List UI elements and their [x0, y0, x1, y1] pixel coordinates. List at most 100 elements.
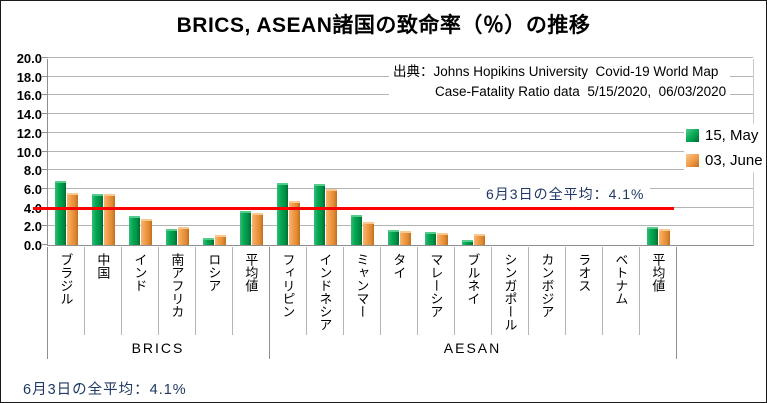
bar-南アフリカ-15, May: [166, 229, 177, 245]
bar-インド-15, May: [129, 216, 140, 245]
gridline: [48, 131, 753, 133]
gridline: [48, 187, 753, 189]
x-axis-category-text: 平均値: [243, 253, 259, 292]
x-axis-category-label: インドネシア: [306, 253, 343, 337]
x-axis-category-label: タイ: [380, 253, 417, 337]
category-separator: [454, 247, 455, 335]
x-axis-category-label: 平均値: [232, 253, 269, 337]
x-axis-category-text: 南アフリカ: [169, 253, 185, 318]
x-axis-category-label: ベトナム: [602, 253, 639, 337]
y-axis-tick-label: 20.0: [16, 51, 42, 66]
legend-item-june: 03, June: [686, 152, 763, 169]
y-axis-tick-label: 0.0: [23, 238, 42, 253]
bar-フィリピン-15, May: [277, 183, 288, 245]
bar-中国-15, May: [92, 194, 103, 245]
x-axis-category-label: ブルネイ: [454, 253, 491, 337]
y-axis-tick-label: 2.0: [23, 219, 42, 235]
legend: 15, May 03, June: [684, 124, 765, 172]
footnote: 6月3日の全平均：4.1%: [23, 382, 187, 398]
x-axis-category-label: ロシア: [195, 253, 232, 337]
x-axis-category-label: インド: [121, 253, 158, 337]
bar-中国-03, June: [104, 194, 115, 245]
x-axis: BRICS AESAN ブラジル 中国 インド 南アフリカ ロシア 平均値 フィリピン インド…: [47, 247, 754, 377]
bar-平均値-03, June: [252, 213, 263, 245]
bar-インドネシア-03, June: [326, 189, 337, 245]
x-axis-category-label: シンガポール: [491, 253, 528, 337]
x-axis-category-text: ブルネイ: [465, 253, 481, 305]
y-axis-tick: [42, 94, 48, 96]
group-label-aesan: AESAN: [443, 340, 502, 356]
gridline: [48, 225, 753, 227]
x-axis-category-text: ブラジル: [58, 253, 74, 305]
category-separator: [121, 247, 122, 335]
bar-ブラジル-03, June: [67, 193, 78, 245]
bar-マレーシア-15, May: [425, 232, 436, 245]
bar-インドネシア-15, May: [314, 184, 325, 245]
bar-南アフリカ-03, June: [178, 227, 189, 245]
y-axis-tick: [42, 169, 48, 171]
legend-item-may: 15, May: [686, 127, 763, 144]
legend-swatch-june: [686, 154, 699, 167]
x-axis-category-label: ミャンマー: [343, 253, 380, 337]
gridline: [48, 57, 753, 58]
x-axis-category-text: フィリピン: [280, 253, 296, 318]
y-axis-tick: [42, 150, 48, 152]
bar-平均値-15, May: [240, 211, 251, 245]
x-axis-category-label: マレーシア: [417, 253, 454, 337]
category-separator: [565, 247, 566, 335]
reference-line-label: 6月3日の全平均：4.1%: [480, 184, 651, 204]
category-separator: [528, 247, 529, 335]
bar-ミャンマー-03, June: [363, 222, 374, 245]
gridline: [48, 169, 753, 171]
legend-label-june: 03, June: [705, 152, 763, 169]
bar-平均値-15, May: [647, 227, 658, 245]
x-axis-category-text: マレーシア: [428, 253, 444, 318]
bar-平均値-03, June: [659, 229, 670, 245]
x-axis-category-label: 南アフリカ: [158, 253, 195, 337]
x-axis-category-label: 平均値: [639, 253, 676, 337]
gridline: [48, 150, 753, 152]
legend-label-may: 15, May: [705, 127, 759, 144]
gridline: [48, 113, 753, 115]
source-note: 出典：Johns Hopikins University Covid-19 Wo…: [389, 61, 731, 103]
x-axis-category-label: フィリピン: [269, 253, 306, 337]
y-axis-tick: [42, 225, 48, 227]
y-axis-tick: [42, 113, 48, 115]
category-separator: [417, 247, 418, 335]
y-axis: 0.0 2.0 4.0 6.0 8.0 10.0 12.0 14.0 16.0 18.0 20.0: [1, 51, 42, 253]
x-axis-category-text: ロシア: [206, 253, 222, 292]
legend-swatch-may: [686, 129, 699, 142]
x-axis-category-text: 平均値: [650, 253, 666, 292]
bar-インド-03, June: [141, 219, 152, 245]
x-axis-category-text: インド: [132, 253, 148, 292]
category-separator: [639, 247, 640, 335]
bar-ブルネイ-03, June: [474, 234, 485, 245]
y-axis-tick: [42, 57, 48, 58]
category-separator: [343, 247, 344, 335]
x-axis-category-text: シンガポール: [502, 253, 518, 331]
bar-ロシア-03, June: [215, 235, 226, 245]
group-separator: [269, 247, 270, 359]
bar-マレーシア-03, June: [437, 233, 448, 245]
category-separator: [491, 247, 492, 335]
group-label-brics: BRICS: [131, 340, 185, 356]
bar-ロシア-15, May: [203, 238, 214, 245]
y-axis-tick-label: 6.0: [23, 181, 42, 197]
y-axis-tick-label: 16.0: [16, 88, 42, 104]
y-axis-tick-label: 14.0: [16, 107, 42, 123]
category-separator: [380, 247, 381, 335]
category-separator: [232, 247, 233, 335]
reference-line: [33, 207, 674, 210]
x-axis-category-label: ラオス: [565, 253, 602, 337]
y-axis-tick: [42, 244, 48, 245]
y-axis-tick-label: 10.0: [16, 144, 42, 160]
x-axis-category-text: タイ: [391, 253, 407, 279]
y-axis-tick-label: 18.0: [16, 69, 42, 85]
y-axis-tick: [42, 75, 48, 77]
bar-タイ-15, May: [388, 230, 399, 245]
x-axis-category-text: インドネシア: [317, 253, 333, 331]
x-axis-category-label: カンボジア: [528, 253, 565, 337]
category-separator: [84, 247, 85, 335]
plot-area: [42, 57, 754, 246]
